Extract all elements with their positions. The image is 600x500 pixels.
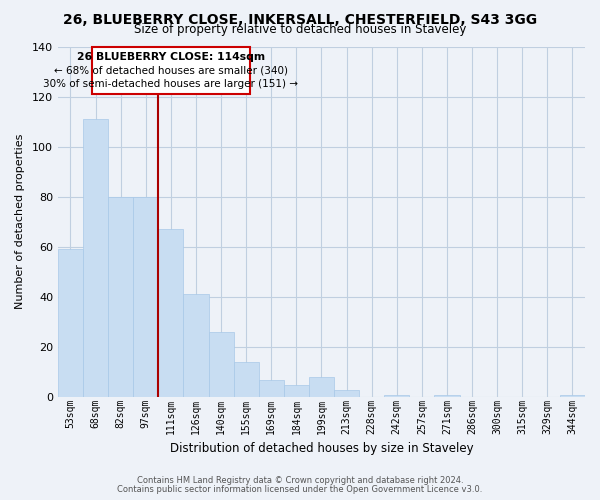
FancyBboxPatch shape xyxy=(92,46,250,94)
Text: Contains HM Land Registry data © Crown copyright and database right 2024.: Contains HM Land Registry data © Crown c… xyxy=(137,476,463,485)
Bar xyxy=(158,230,184,397)
Bar xyxy=(83,119,108,397)
Bar xyxy=(58,250,83,397)
Bar xyxy=(133,196,158,397)
Text: Contains public sector information licensed under the Open Government Licence v3: Contains public sector information licen… xyxy=(118,484,482,494)
Bar xyxy=(284,384,309,397)
Text: 30% of semi-detached houses are larger (151) →: 30% of semi-detached houses are larger (… xyxy=(43,78,298,88)
X-axis label: Distribution of detached houses by size in Staveley: Distribution of detached houses by size … xyxy=(170,442,473,455)
Bar xyxy=(184,294,209,397)
Bar xyxy=(334,390,359,397)
Bar xyxy=(108,196,133,397)
Bar xyxy=(259,380,284,397)
Bar xyxy=(560,394,585,397)
Text: Size of property relative to detached houses in Staveley: Size of property relative to detached ho… xyxy=(134,22,466,36)
Text: 26 BLUEBERRY CLOSE: 114sqm: 26 BLUEBERRY CLOSE: 114sqm xyxy=(77,52,265,62)
Bar xyxy=(384,394,409,397)
Bar xyxy=(233,362,259,397)
Text: 26, BLUEBERRY CLOSE, INKERSALL, CHESTERFIELD, S43 3GG: 26, BLUEBERRY CLOSE, INKERSALL, CHESTERF… xyxy=(63,12,537,26)
Bar xyxy=(209,332,233,397)
Y-axis label: Number of detached properties: Number of detached properties xyxy=(15,134,25,310)
Text: ← 68% of detached houses are smaller (340): ← 68% of detached houses are smaller (34… xyxy=(54,66,288,76)
Bar xyxy=(309,377,334,397)
Bar xyxy=(434,394,460,397)
